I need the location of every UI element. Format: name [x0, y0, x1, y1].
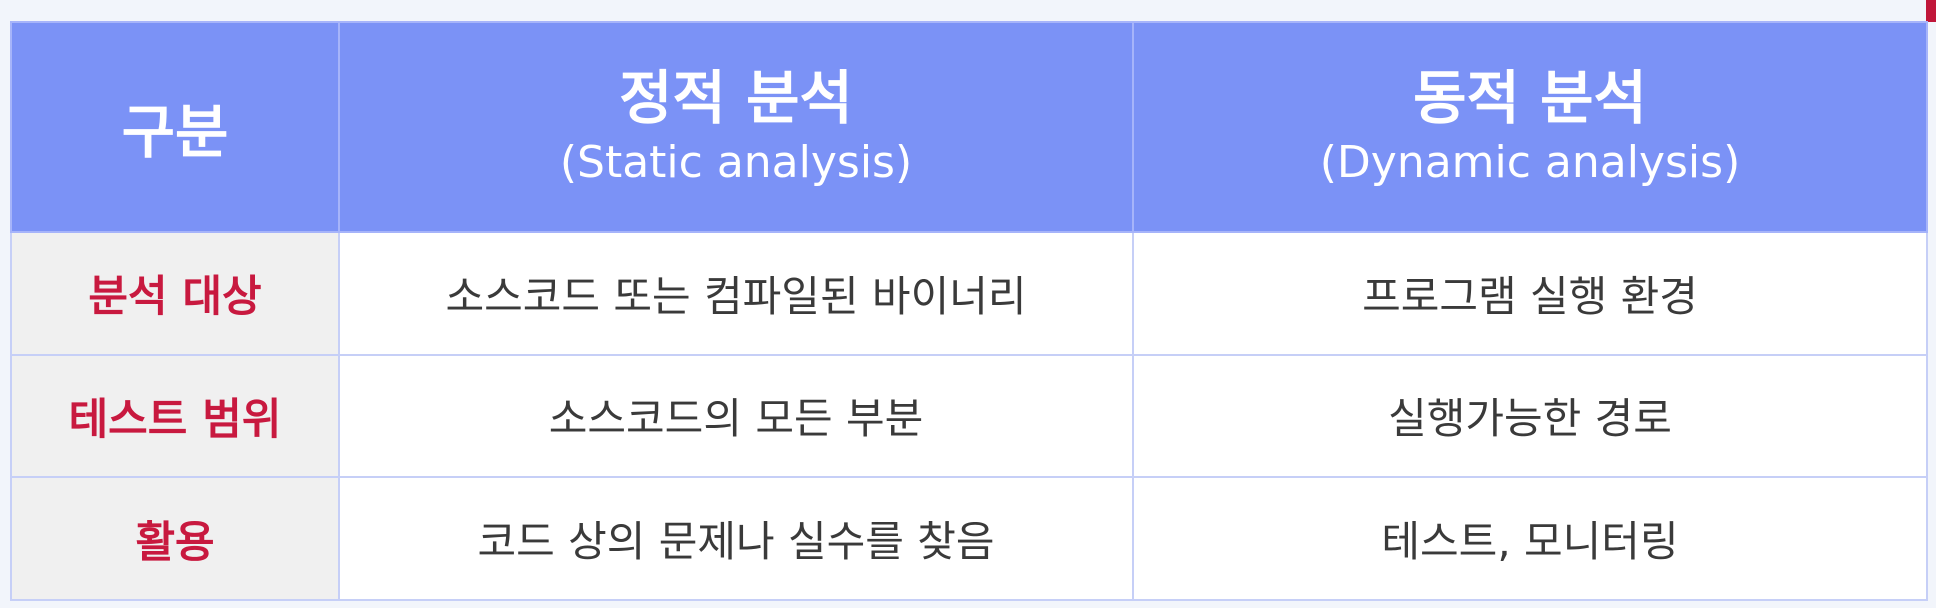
- cell-static-usage: 코드 상의 문제나 실수를 찾음: [338, 476, 1134, 601]
- cell-dynamic-analysis-target: 프로그램 실행 환경: [1132, 231, 1928, 356]
- cell-dynamic-usage: 테스트, 모니터링: [1132, 476, 1928, 601]
- table-row: 테스트 범위 소스코드의 모든 부분 실행가능한 경로: [10, 353, 1928, 479]
- header-dynamic-cell: 동적 분석 (Dynamic analysis): [1132, 21, 1928, 233]
- corner-accent: [1926, 0, 1936, 22]
- table-row: 활용 코드 상의 문제나 실수를 찾음 테스트, 모니터링: [10, 476, 1928, 601]
- table-row: 분석 대상 소스코드 또는 컴파일된 바이너리 프로그램 실행 환경: [10, 231, 1928, 356]
- header-dynamic-subtitle: (Dynamic analysis): [1319, 137, 1741, 188]
- header-static-cell: 정적 분석 (Static analysis): [338, 21, 1134, 233]
- cell-dynamic-test-scope: 실행가능한 경로: [1132, 353, 1928, 479]
- header-static-title: 정적 분석: [619, 64, 853, 132]
- table-header-row: 구분 정적 분석 (Static analysis) 동적 분석 (Dynami…: [10, 21, 1928, 233]
- cell-static-test-scope: 소스코드의 모든 부분: [338, 353, 1134, 479]
- header-category-cell: 구분: [10, 21, 340, 233]
- comparison-table: 구분 정적 분석 (Static analysis) 동적 분석 (Dynami…: [10, 21, 1928, 601]
- row-label-analysis-target: 분석 대상: [10, 231, 340, 356]
- row-label-usage: 활용: [10, 476, 340, 601]
- cell-static-analysis-target: 소스코드 또는 컴파일된 바이너리: [338, 231, 1134, 356]
- row-label-test-scope: 테스트 범위: [10, 353, 340, 479]
- header-static-subtitle: (Static analysis): [559, 137, 913, 188]
- header-category-label: 구분: [121, 98, 229, 166]
- header-dynamic-title: 동적 분석: [1413, 64, 1647, 132]
